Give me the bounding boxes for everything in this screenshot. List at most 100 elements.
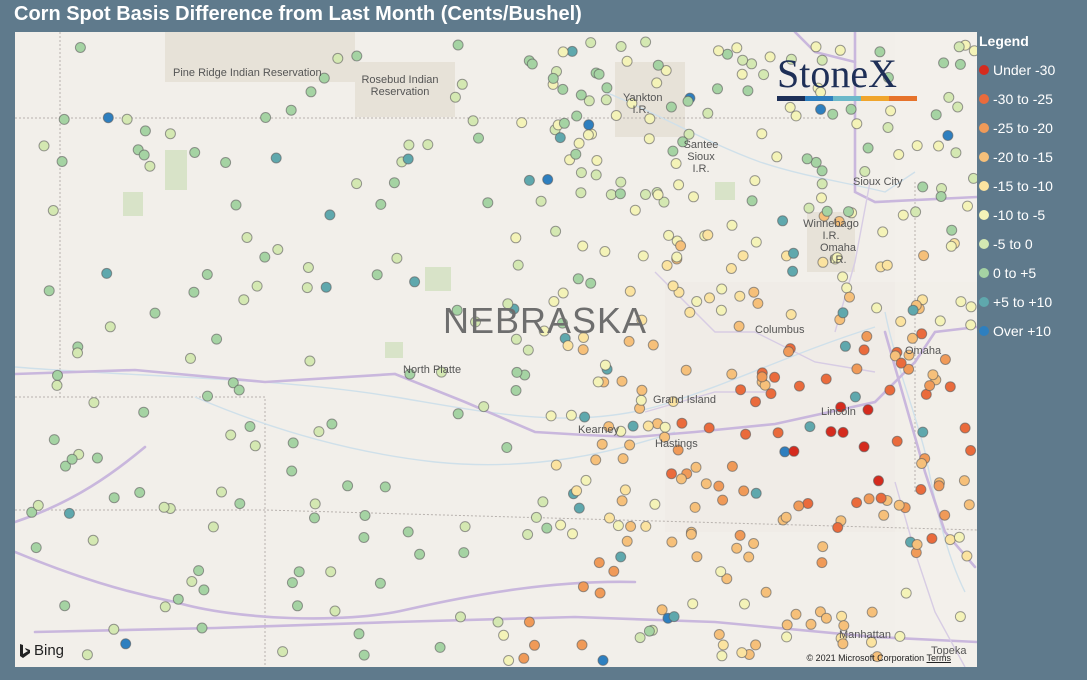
- basis-point[interactable]: [575, 89, 587, 101]
- basis-point[interactable]: [644, 113, 656, 125]
- basis-point[interactable]: [522, 529, 534, 540]
- basis-point[interactable]: [596, 438, 608, 450]
- basis-point[interactable]: [837, 307, 849, 319]
- basis-point[interactable]: [570, 148, 582, 160]
- basis-point[interactable]: [634, 632, 646, 644]
- basis-point[interactable]: [272, 244, 284, 255]
- basis-point[interactable]: [518, 652, 530, 664]
- legend-item[interactable]: -10 to -5: [979, 200, 1087, 229]
- basis-point[interactable]: [731, 542, 743, 554]
- basis-point[interactable]: [954, 611, 966, 623]
- basis-point[interactable]: [590, 169, 602, 181]
- basis-point[interactable]: [731, 42, 743, 54]
- basis-point[interactable]: [643, 133, 655, 145]
- basis-point[interactable]: [636, 384, 648, 396]
- basis-point[interactable]: [821, 205, 833, 217]
- basis-point[interactable]: [817, 256, 829, 268]
- basis-point[interactable]: [43, 285, 55, 297]
- basis-point[interactable]: [927, 369, 939, 381]
- basis-point[interactable]: [953, 41, 965, 53]
- basis-point[interactable]: [739, 598, 750, 610]
- basis-point[interactable]: [737, 250, 749, 262]
- basis-point[interactable]: [51, 379, 63, 391]
- basis-point[interactable]: [849, 391, 861, 403]
- legend-item[interactable]: -15 to -10: [979, 171, 1087, 200]
- basis-point[interactable]: [866, 636, 877, 648]
- basis-point[interactable]: [961, 550, 973, 562]
- basis-point[interactable]: [939, 354, 951, 365]
- basis-point[interactable]: [482, 197, 494, 209]
- basis-point[interactable]: [260, 112, 272, 123]
- basis-point[interactable]: [573, 137, 585, 149]
- basis-point[interactable]: [885, 105, 897, 117]
- basis-point[interactable]: [402, 153, 414, 165]
- basis-point[interactable]: [619, 484, 631, 496]
- terms-link[interactable]: Terms: [926, 653, 952, 663]
- basis-point[interactable]: [590, 454, 602, 466]
- basis-point[interactable]: [713, 45, 724, 57]
- basis-point[interactable]: [458, 547, 470, 559]
- basis-point[interactable]: [358, 649, 370, 661]
- basis-point[interactable]: [779, 446, 791, 458]
- basis-point[interactable]: [749, 175, 761, 187]
- basis-point[interactable]: [186, 576, 198, 587]
- basis-point[interactable]: [542, 174, 554, 185]
- basis-point[interactable]: [193, 565, 205, 577]
- basis-point[interactable]: [839, 340, 851, 352]
- basis-point[interactable]: [591, 155, 603, 166]
- basis-point[interactable]: [88, 397, 100, 409]
- basis-point[interactable]: [666, 468, 677, 480]
- basis-point[interactable]: [911, 539, 923, 550]
- basis-point[interactable]: [305, 86, 317, 98]
- basis-point[interactable]: [577, 240, 589, 252]
- basis-point[interactable]: [498, 629, 510, 641]
- basis-point[interactable]: [750, 487, 762, 499]
- basis-point[interactable]: [358, 532, 370, 543]
- basis-point[interactable]: [716, 283, 728, 295]
- basis-point[interactable]: [642, 420, 654, 432]
- basis-point[interactable]: [451, 304, 463, 316]
- basis-point[interactable]: [946, 224, 958, 236]
- basis-point[interactable]: [313, 426, 325, 438]
- basis-point[interactable]: [583, 95, 595, 107]
- basis-point[interactable]: [930, 109, 942, 121]
- basis-point[interactable]: [56, 156, 68, 167]
- basis-point[interactable]: [845, 103, 857, 115]
- basis-point[interactable]: [726, 460, 738, 472]
- basis-point[interactable]: [836, 610, 848, 622]
- basis-point[interactable]: [803, 202, 815, 214]
- basis-point[interactable]: [962, 200, 973, 212]
- basis-point[interactable]: [820, 612, 832, 624]
- basis-point[interactable]: [374, 577, 386, 589]
- basis-point[interactable]: [626, 97, 638, 109]
- basis-point[interactable]: [467, 115, 479, 127]
- basis-point[interactable]: [802, 498, 814, 509]
- basis-point[interactable]: [196, 622, 208, 634]
- basis-point[interactable]: [557, 317, 568, 329]
- basis-point[interactable]: [843, 206, 854, 218]
- basis-point[interactable]: [783, 346, 794, 358]
- basis-point[interactable]: [667, 280, 679, 292]
- basis-point[interactable]: [220, 157, 232, 168]
- basis-point[interactable]: [455, 611, 466, 623]
- basis-point[interactable]: [565, 409, 577, 421]
- basis-point[interactable]: [149, 307, 161, 319]
- basis-point[interactable]: [621, 55, 633, 67]
- basis-point[interactable]: [102, 112, 114, 124]
- basis-point[interactable]: [672, 444, 684, 456]
- basis-point[interactable]: [894, 630, 906, 642]
- basis-point[interactable]: [309, 498, 321, 510]
- basis-point[interactable]: [743, 551, 755, 563]
- basis-point[interactable]: [511, 366, 523, 378]
- basis-point[interactable]: [48, 434, 60, 446]
- basis-point[interactable]: [202, 390, 213, 402]
- basis-point[interactable]: [953, 531, 965, 543]
- basis-point[interactable]: [144, 160, 156, 172]
- basis-point[interactable]: [955, 296, 967, 308]
- basis-point[interactable]: [636, 314, 648, 326]
- basis-point[interactable]: [788, 445, 800, 457]
- basis-point[interactable]: [858, 344, 870, 356]
- basis-point[interactable]: [954, 58, 966, 70]
- basis-point[interactable]: [233, 384, 245, 396]
- basis-point[interactable]: [893, 149, 905, 160]
